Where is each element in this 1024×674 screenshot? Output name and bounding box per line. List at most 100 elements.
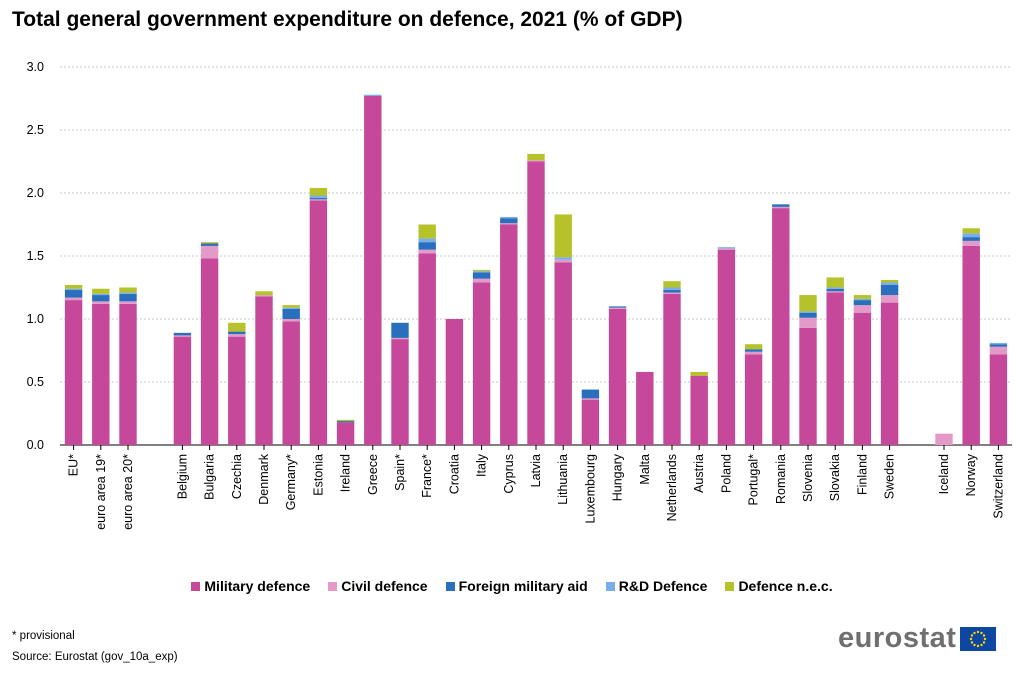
bar-segment <box>119 303 137 445</box>
bar-segment <box>989 346 1008 355</box>
bar-segment <box>826 292 844 445</box>
legend-swatch <box>191 581 201 591</box>
x-tick-label: Portugal* <box>747 454 761 506</box>
bar-segment <box>173 332 192 336</box>
bar-segment <box>391 339 409 445</box>
bar-segment <box>826 291 844 293</box>
bar-segment <box>962 228 980 234</box>
y-tick-label: 2.0 <box>27 186 44 200</box>
bar-segment <box>799 311 817 313</box>
bar-segment <box>772 208 790 445</box>
bar-segment <box>853 298 872 301</box>
bar-segment <box>228 336 246 445</box>
legend-label: Military defence <box>204 578 311 594</box>
bar-segment <box>309 195 328 199</box>
legend: Military defence Civil defence Foreign mil… <box>0 578 1024 594</box>
bar-segment <box>853 305 872 313</box>
y-tick-label: 1.5 <box>27 249 44 263</box>
bar-segment <box>500 218 518 224</box>
bar-segment <box>744 351 763 355</box>
bar-segment <box>364 94 382 96</box>
bar-segment <box>799 295 817 312</box>
bar-segment <box>92 301 110 304</box>
bar-segment <box>989 354 1008 445</box>
bar-segment <box>663 290 681 293</box>
bar-segment <box>418 253 436 445</box>
bar-segment <box>608 307 627 309</box>
bar-segment <box>717 248 736 250</box>
bar-segment <box>309 187 328 196</box>
bar-segment <box>527 161 545 445</box>
bar-segment <box>64 288 83 291</box>
bar-segment <box>336 422 355 445</box>
bar-segment <box>554 214 572 258</box>
bar-segment <box>92 295 110 302</box>
bar-segment <box>554 262 572 445</box>
bar-segment <box>391 337 409 340</box>
bar-segment <box>418 238 436 243</box>
x-tick-label: Luxembourg <box>583 454 597 524</box>
bar-segment <box>173 335 192 337</box>
y-tick-label: 1.0 <box>27 312 44 326</box>
bar-segment <box>663 292 681 294</box>
legend-label: Civil defence <box>341 578 428 594</box>
bar-segment <box>880 279 899 283</box>
bar-segment <box>663 287 681 291</box>
legend-item: Foreign military aid <box>445 578 588 594</box>
bar-segment <box>527 160 545 162</box>
bar-segment <box>962 245 980 445</box>
bar-segment <box>608 306 627 308</box>
x-tick-label: Norway <box>964 453 978 496</box>
bar-segment <box>228 331 246 335</box>
bar-segment <box>282 319 300 322</box>
bar-segment <box>989 344 1008 347</box>
eurostat-logo: eurostat <box>838 622 997 655</box>
x-tick-label: euro area 20* <box>121 454 135 530</box>
bar-segment <box>64 297 83 301</box>
legend-item: Civil defence <box>328 578 428 594</box>
x-tick-label: Denmark <box>257 453 271 504</box>
eu-flag-icon <box>960 626 997 651</box>
legend-label: Foreign military aid <box>458 578 588 594</box>
bar-segment <box>173 336 192 445</box>
bar-segment <box>527 153 545 161</box>
y-tick-label: 3.0 <box>27 60 44 74</box>
bar-segment <box>92 288 110 294</box>
bar-segment <box>989 342 1008 345</box>
bar-segment <box>418 249 436 254</box>
bar-segment <box>200 245 219 259</box>
y-tick-label: 2.5 <box>27 123 44 137</box>
bar-segment <box>799 317 817 328</box>
x-tick-label: Slovenia <box>801 454 815 502</box>
bar-segment <box>336 419 355 422</box>
bar-segment <box>826 287 844 289</box>
x-tick-label: Cyprus <box>502 454 516 494</box>
bar-segment <box>744 344 763 350</box>
bar-segment <box>500 223 518 225</box>
x-tick-label: Latvia <box>529 454 543 487</box>
bar-segment <box>880 282 899 285</box>
legend-swatch <box>725 581 735 591</box>
bar-segment <box>472 271 491 273</box>
bar-segment <box>309 200 328 445</box>
x-tick-label: Hungary <box>611 453 625 501</box>
bar-segment <box>554 259 572 263</box>
x-tick-label: Austria <box>692 454 706 493</box>
bar-segment <box>200 243 219 246</box>
x-tick-label: Spain* <box>393 454 407 491</box>
bar-segment <box>500 216 518 219</box>
x-axis: EU* euro area 19* euro area 20* Belgium Bulg… <box>67 445 1005 530</box>
bar-segment <box>119 292 137 294</box>
legend-swatch <box>328 581 338 591</box>
bar-segment <box>445 319 464 445</box>
y-tick-label: 0.0 <box>27 438 44 452</box>
bar-segment <box>92 293 110 296</box>
bar-segment <box>962 233 980 238</box>
bar-segment <box>962 237 980 241</box>
x-tick-label: Bulgaria <box>203 454 217 500</box>
bar-segment <box>772 206 790 209</box>
bar-segment <box>853 312 872 445</box>
bar-segment <box>119 287 137 293</box>
x-tick-label: Slovakia <box>828 454 842 501</box>
bar-segment <box>309 199 328 201</box>
